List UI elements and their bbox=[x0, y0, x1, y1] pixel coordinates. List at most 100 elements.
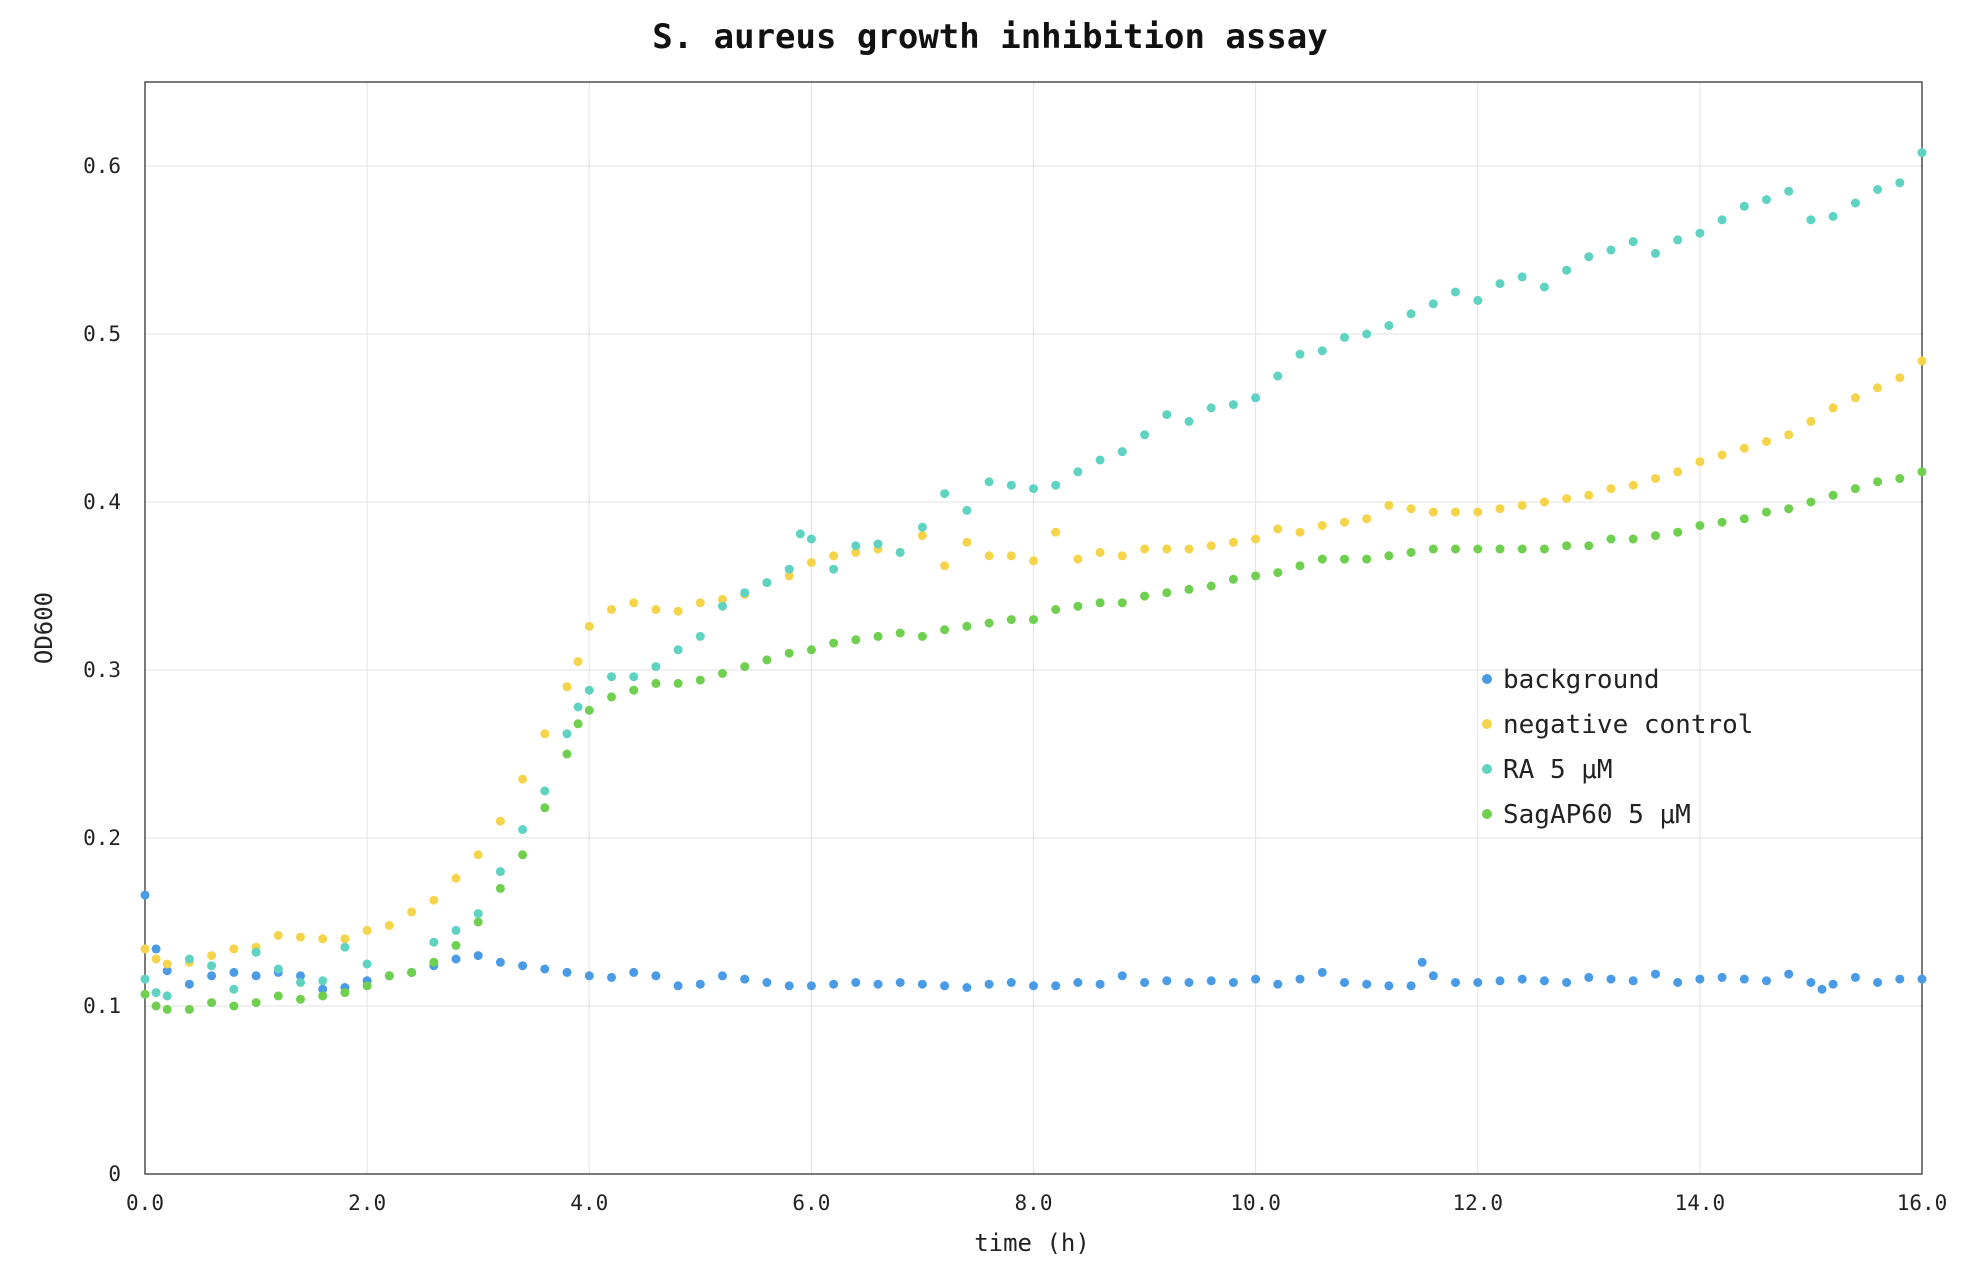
data-point bbox=[362, 981, 372, 991]
data-point bbox=[1717, 517, 1727, 527]
y-tick-label: 0.5 bbox=[83, 322, 121, 346]
data-point bbox=[940, 981, 950, 991]
data-point bbox=[1117, 551, 1127, 561]
data-point bbox=[1206, 581, 1216, 591]
data-point bbox=[584, 685, 594, 695]
data-point bbox=[1095, 598, 1105, 608]
data-point bbox=[1417, 957, 1427, 967]
data-point bbox=[1051, 527, 1061, 537]
data-point bbox=[695, 979, 705, 989]
data-point bbox=[1406, 981, 1416, 991]
data-point bbox=[1739, 514, 1749, 524]
data-point bbox=[651, 605, 661, 614]
data-point bbox=[407, 907, 417, 917]
data-point bbox=[1384, 321, 1394, 331]
data-point bbox=[1828, 211, 1838, 221]
data-point bbox=[1695, 521, 1705, 530]
x-tick-label: 4.0 bbox=[570, 1191, 608, 1215]
data-point bbox=[806, 534, 816, 544]
data-series bbox=[140, 148, 1927, 1014]
data-point bbox=[207, 961, 217, 971]
x-tick-label: 10.0 bbox=[1230, 1191, 1281, 1215]
data-point bbox=[695, 598, 705, 608]
data-point bbox=[673, 981, 683, 991]
data-point bbox=[629, 598, 639, 608]
data-point bbox=[1762, 507, 1771, 517]
data-point bbox=[806, 558, 816, 567]
data-point bbox=[629, 967, 639, 977]
data-point bbox=[140, 989, 150, 999]
data-point bbox=[518, 961, 528, 971]
data-point bbox=[573, 657, 583, 667]
data-point bbox=[1117, 447, 1127, 457]
data-point bbox=[1606, 484, 1616, 494]
data-point bbox=[1806, 978, 1816, 987]
data-point bbox=[607, 672, 616, 682]
data-point bbox=[1628, 237, 1638, 247]
data-point bbox=[1651, 474, 1660, 483]
data-point bbox=[784, 981, 794, 991]
data-point bbox=[607, 692, 616, 702]
data-point bbox=[1295, 349, 1305, 359]
data-point bbox=[1428, 544, 1438, 554]
data-point bbox=[1406, 547, 1416, 557]
y-tick-label: 0.6 bbox=[83, 154, 121, 178]
grid bbox=[144, 82, 1923, 1175]
data-point bbox=[1206, 403, 1216, 413]
data-point bbox=[1317, 346, 1327, 356]
data-point bbox=[1562, 494, 1572, 504]
y-tick-label: 0.3 bbox=[83, 658, 121, 682]
data-point bbox=[895, 547, 905, 557]
y-tick-label: 0.4 bbox=[83, 490, 121, 514]
data-point bbox=[1695, 228, 1705, 238]
data-point bbox=[229, 984, 239, 994]
data-point bbox=[1162, 588, 1172, 598]
data-point bbox=[362, 959, 372, 969]
data-point bbox=[1628, 480, 1638, 490]
data-point bbox=[1762, 195, 1771, 205]
data-point bbox=[851, 635, 861, 645]
data-point bbox=[1073, 467, 1083, 477]
data-point bbox=[962, 983, 972, 992]
data-point bbox=[1362, 514, 1372, 524]
data-point bbox=[673, 645, 683, 655]
data-point bbox=[140, 890, 150, 900]
data-point bbox=[1251, 571, 1261, 581]
data-point bbox=[1673, 978, 1683, 987]
data-point bbox=[1828, 979, 1838, 989]
data-point bbox=[1362, 329, 1372, 339]
data-point bbox=[151, 988, 161, 998]
data-point bbox=[1651, 248, 1660, 258]
data-point bbox=[607, 972, 616, 982]
data-point bbox=[1162, 410, 1172, 420]
data-point bbox=[518, 774, 528, 784]
data-point bbox=[1673, 467, 1683, 477]
data-point bbox=[651, 662, 661, 672]
data-point bbox=[1406, 309, 1416, 319]
data-point bbox=[1850, 198, 1860, 208]
data-point bbox=[1451, 507, 1460, 517]
data-point bbox=[1784, 504, 1794, 514]
data-point bbox=[829, 564, 839, 574]
data-point bbox=[1517, 272, 1527, 282]
data-point bbox=[984, 477, 994, 487]
data-point bbox=[151, 1001, 161, 1011]
data-point bbox=[151, 954, 161, 964]
x-tick-label: 8.0 bbox=[1015, 1191, 1053, 1215]
data-point bbox=[1739, 443, 1749, 453]
data-point bbox=[984, 618, 994, 628]
series-2 bbox=[140, 148, 1927, 1001]
data-point bbox=[1295, 527, 1305, 537]
data-point bbox=[384, 920, 394, 930]
data-point bbox=[1739, 201, 1749, 211]
data-point bbox=[1606, 974, 1616, 984]
data-point bbox=[1651, 531, 1660, 541]
data-point bbox=[1784, 186, 1794, 196]
plot-area-frame bbox=[144, 81, 1923, 1175]
legend-marker bbox=[1482, 674, 1492, 684]
data-point bbox=[718, 971, 727, 981]
data-point bbox=[740, 974, 750, 984]
data-point bbox=[473, 951, 483, 961]
data-point bbox=[562, 729, 572, 739]
data-point bbox=[229, 1001, 239, 1011]
